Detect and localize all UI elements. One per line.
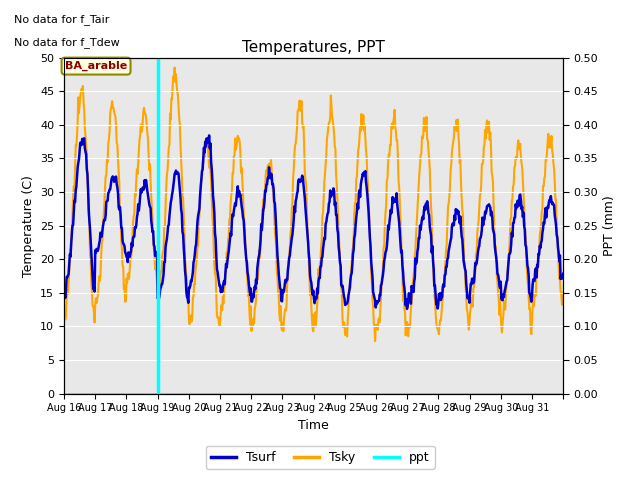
Legend: Tsurf, Tsky, ppt: Tsurf, Tsky, ppt xyxy=(205,446,435,469)
Text: No data for f_Tair: No data for f_Tair xyxy=(14,14,109,25)
Text: No data for f_Tdew: No data for f_Tdew xyxy=(14,37,120,48)
Text: BA_arable: BA_arable xyxy=(65,61,127,71)
Y-axis label: Temperature (C): Temperature (C) xyxy=(22,175,35,276)
Title: Temperatures, PPT: Temperatures, PPT xyxy=(242,40,385,55)
X-axis label: Time: Time xyxy=(298,419,329,432)
Y-axis label: PPT (mm): PPT (mm) xyxy=(604,195,616,256)
